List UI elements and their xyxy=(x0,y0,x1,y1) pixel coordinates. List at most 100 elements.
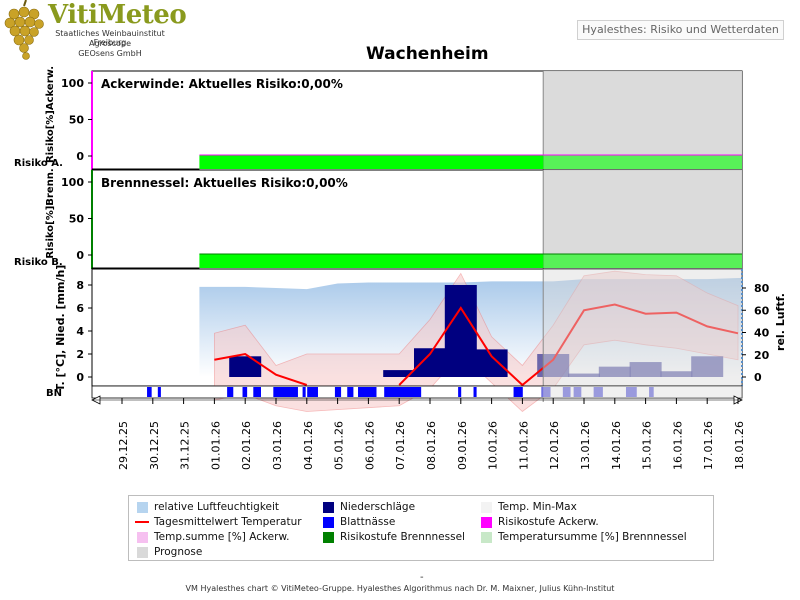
footer-credit: VM Hyalesthes chart © VitiMeteo-Gruppe. … xyxy=(185,584,615,593)
x-tick-label: 16.01.26 xyxy=(671,421,684,470)
x-tick-label: 17.01.26 xyxy=(702,421,715,470)
brennnessel-risk-bar-forecast xyxy=(543,254,742,268)
legend-swatch xyxy=(137,531,148,543)
legend-swatch xyxy=(323,516,334,528)
legend-item-leaf-wetness: Blattnässe xyxy=(323,516,395,528)
weather-y-axis-label: T. [°C], Nied. [mm/h] xyxy=(54,265,67,392)
brennnessel-y-tick-label: 100 xyxy=(61,176,84,189)
leaf-wetness-bar xyxy=(625,387,637,397)
hyalesthes-chart: 0 50 100 Ackerwinde: Aktuelles Risiko:0,00%… xyxy=(14,66,787,470)
grape-logo-icon xyxy=(4,0,44,60)
brennnessel-forecast-shade xyxy=(543,170,742,269)
x-tick-label: 05.01.26 xyxy=(333,421,346,470)
leaf-wetness-bar xyxy=(473,387,477,397)
station-title: Wachenheim xyxy=(366,44,489,64)
x-tick-label: 30.12.25 xyxy=(148,421,161,470)
leaf-wetness-bar xyxy=(541,387,551,397)
legend-item-forecast: Prognose xyxy=(137,546,202,558)
leaf-wetness-bar xyxy=(358,387,377,397)
leaf-wetness-bar xyxy=(513,387,523,397)
leaf-wetness-bar xyxy=(458,387,462,397)
ackerwinde-risk-bar xyxy=(199,155,544,169)
ackerwinde-row-label: Risiko A. xyxy=(14,158,63,169)
footer-dash: - xyxy=(420,572,424,583)
leaf-wetness-forecast-shade xyxy=(543,386,742,398)
leaf-wetness-bar xyxy=(593,387,603,397)
x-tick-label: 02.01.26 xyxy=(240,421,253,470)
precipitation-bar xyxy=(629,362,662,377)
x-tick-label: 04.01.26 xyxy=(302,421,315,470)
brennnessel-y-axis-label: Risiko[%]Brenn. xyxy=(45,168,56,258)
brennnessel-y-tick-label: 0 xyxy=(76,249,84,262)
weather-y-tick-label: 2 xyxy=(76,348,84,361)
leaf-wetness-bar xyxy=(157,387,161,397)
x-tick-label: 06.01.26 xyxy=(363,421,376,470)
leaf-wetness-bar xyxy=(302,387,306,397)
legend-item-risk-brennnessel: Risikostufe Brennnessel xyxy=(323,531,465,543)
legend-swatch xyxy=(323,501,334,513)
x-tick-label: 12.01.26 xyxy=(548,421,561,470)
precipitation-bar xyxy=(568,373,600,377)
precipitation-bar xyxy=(691,356,724,377)
humidity-y-tick-label: 60 xyxy=(754,304,770,317)
legend-swatch xyxy=(137,546,148,558)
ackerwinde-risk-bar-forecast xyxy=(543,155,742,169)
x-tick-label: 31.12.25 xyxy=(179,421,192,470)
x-tick-label: 01.01.26 xyxy=(209,421,222,470)
precipitation-bar xyxy=(598,366,631,377)
x-tick-label: 15.01.26 xyxy=(641,421,654,470)
logo-line-agroscope: Agroscope xyxy=(88,39,132,48)
legend-item-risk-ackerwinde: Risikostufe Ackerw. xyxy=(481,516,599,528)
leaf-wetness-bar xyxy=(147,387,152,397)
legend-item-tempsum-brennnessel: Temperatursumme [%] Brennnessel xyxy=(481,531,687,543)
x-tick-label: 14.01.26 xyxy=(610,421,623,470)
ackerwinde-panel-title: Ackerwinde: Aktuelles Risiko:0,00% xyxy=(101,77,343,91)
weather-y-tick-label: 4 xyxy=(76,325,84,338)
legend-swatch xyxy=(135,521,149,523)
weather-forecast-shade xyxy=(543,269,742,386)
weather-y-tick-label: 8 xyxy=(76,279,84,292)
x-tick-label: 18.01.26 xyxy=(733,421,746,470)
brennnessel-y-tick-label: 50 xyxy=(69,213,85,226)
leaf-wetness-label: BN xyxy=(46,388,62,399)
x-tick-label: 13.01.26 xyxy=(579,421,592,470)
x-tick-label: 07.01.26 xyxy=(394,421,407,470)
precipitation-bar xyxy=(444,285,477,377)
leaf-wetness-bar xyxy=(307,387,318,397)
leaf-wetness-bar xyxy=(273,387,298,397)
precipitation-bar xyxy=(660,371,693,377)
logo-line-geosens: GEOsens GmbH xyxy=(78,49,142,58)
legend-item-tempsum-ackerwinde: Temp.summe [%] Ackerw. xyxy=(137,531,289,543)
x-tick-label: 08.01.26 xyxy=(425,421,438,470)
humidity-y-tick-label: 80 xyxy=(754,282,770,295)
ackerwinde-y-tick-label: 100 xyxy=(61,77,84,90)
temp-mean-line xyxy=(214,352,308,386)
legend-swatch xyxy=(137,501,148,513)
legend-item-humidity: relative Luftfeuchtigkeit xyxy=(137,501,279,513)
x-tick-label: 10.01.26 xyxy=(487,421,500,470)
precipitation-bar xyxy=(383,370,416,377)
chart-legend: relative Luftfeuchtigkeit Niederschläge … xyxy=(128,495,714,561)
chart-subtitle-box: Hyalesthes: Risiko und Wetterdaten xyxy=(577,20,784,40)
precipitation-bar xyxy=(475,349,508,377)
brennnessel-row-label: Risiko B. xyxy=(14,257,63,268)
leaf-wetness-bar xyxy=(334,387,342,397)
temp-mean-line xyxy=(398,303,739,387)
legend-swatch xyxy=(481,501,492,513)
leaf-wetness-bar xyxy=(573,387,582,397)
legend-swatch xyxy=(481,531,492,543)
humidity-y-axis-label: rel. Luftf. xyxy=(774,293,787,351)
logo-line-institute: Staatliches Weinbauinstitut Freiburg xyxy=(55,29,165,47)
humidity-y-tick-label: 0 xyxy=(754,371,762,384)
leaf-wetness-bar xyxy=(384,387,422,397)
precipitation-bar xyxy=(537,354,570,377)
x-tick-label: 09.01.26 xyxy=(456,421,469,470)
leaf-wetness-bar xyxy=(562,387,571,397)
legend-item-temp-mean: Tagesmittelwert Temperatur xyxy=(135,516,302,528)
leaf-wetness-bar xyxy=(242,387,248,397)
legend-swatch xyxy=(481,516,492,528)
x-tick-label: 29.12.25 xyxy=(117,421,130,470)
x-tick-label: 11.01.26 xyxy=(517,421,530,470)
weather-y-tick-label: 0 xyxy=(76,371,84,384)
humidity-y-tick-label: 20 xyxy=(754,349,770,362)
